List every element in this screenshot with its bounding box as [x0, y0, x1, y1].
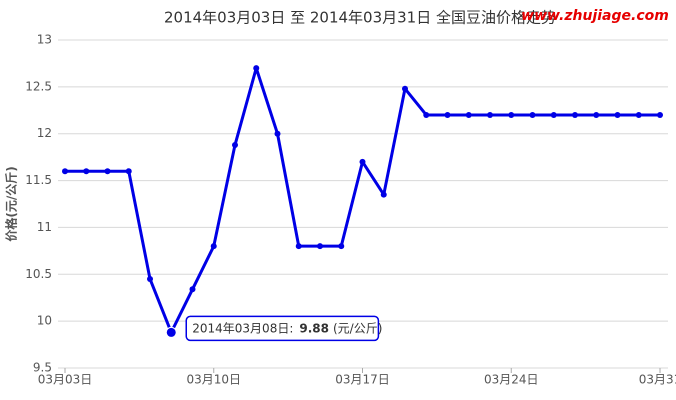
- point: [550, 111, 557, 118]
- point: [62, 168, 68, 175]
- point: [423, 111, 430, 118]
- point: [210, 243, 217, 250]
- watermark: www.zhujiage.com: [521, 8, 669, 24]
- x-tick-label: 03月17日: [335, 373, 390, 387]
- x-tick-label: 03月10日: [186, 373, 241, 387]
- x-tick-label: 03月03日: [38, 373, 93, 387]
- point: [165, 326, 177, 338]
- point: [593, 111, 600, 118]
- point: [444, 111, 451, 118]
- x-tick-label: 03月24日: [484, 373, 539, 387]
- point: [487, 111, 493, 118]
- tooltip-text: 2014年03月08日: 9.88 (元/公斤): [192, 321, 382, 335]
- point: [274, 130, 281, 137]
- tooltip-box: [185, 315, 380, 342]
- point: [572, 111, 578, 118]
- point: [380, 191, 387, 198]
- x-tick-label: 03月31: [639, 373, 676, 387]
- y-tick-label: 11: [37, 220, 52, 234]
- tooltip: 2014年03月08日: 9.88 (元/公斤): [185, 315, 382, 342]
- point: [508, 111, 515, 118]
- tooltip-unit: (元/公斤): [333, 321, 382, 335]
- y-tick-label: 9.5: [33, 361, 52, 375]
- tooltip-label: 2014年03月08日:: [192, 321, 293, 335]
- point: [657, 111, 663, 118]
- point: [189, 286, 196, 293]
- y-tick-label: 12: [37, 126, 52, 140]
- point: [465, 111, 472, 118]
- point: [338, 243, 345, 250]
- y-tick-label: 10: [37, 314, 52, 328]
- point: [83, 168, 90, 175]
- chart-title: 2014年03月03日 至 2014年03月31日 全国豆油价格走势: [164, 9, 556, 27]
- y-tick-label: 13: [37, 33, 52, 47]
- point: [317, 243, 323, 250]
- point: [614, 111, 621, 118]
- point: [147, 275, 153, 282]
- line: [65, 66, 660, 334]
- point: [232, 141, 238, 148]
- y-tick-label: 11.5: [25, 173, 52, 187]
- point: [635, 111, 642, 118]
- point: [253, 65, 260, 72]
- point: [295, 243, 302, 250]
- point: [529, 111, 536, 118]
- point: [402, 85, 408, 92]
- tooltip-value: 9.88: [299, 321, 329, 335]
- point: [104, 168, 111, 175]
- point: [125, 168, 132, 175]
- y-tick-label: 10.5: [25, 267, 52, 281]
- y-tick-label: 12.5: [25, 79, 52, 93]
- y-axis-label: 价格(元/公斤): [4, 166, 19, 241]
- point: [359, 158, 366, 165]
